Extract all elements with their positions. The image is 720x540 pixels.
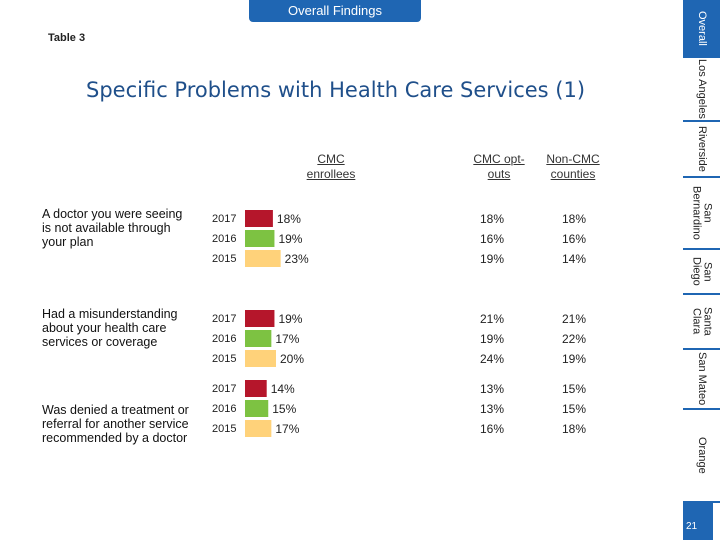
county-sidebar: Overall Los Angeles Riverside San Bernardin… xyxy=(683,0,720,540)
cmc-value-label: 20% xyxy=(280,352,305,366)
optout-value: 19% xyxy=(480,252,505,266)
optout-value: 16% xyxy=(480,422,505,436)
page-title: Specific Problems with Health Care Servi… xyxy=(86,78,586,102)
year-label: 2015 xyxy=(212,353,237,365)
sidebar-item-label: Orange xyxy=(696,437,708,474)
noncmc-value: 21% xyxy=(562,312,587,326)
bar-2016 xyxy=(245,230,275,247)
bar-2017 xyxy=(245,380,267,397)
sidebar-item-overall[interactable]: Overall xyxy=(683,0,720,58)
cmc-value-label: 23% xyxy=(284,252,309,266)
sidebar-item-label: Los Angeles xyxy=(696,59,708,119)
bar-2015 xyxy=(245,350,276,367)
sidebar-item-label: Santa Clara xyxy=(690,307,714,336)
noncmc-value: 14% xyxy=(562,252,587,266)
column-header-cmc: CMC enrollees xyxy=(306,152,356,181)
year-label: 2017 xyxy=(212,213,237,225)
column-header-optout: CMC opt-outs xyxy=(473,152,525,181)
optout-value: 24% xyxy=(480,352,505,366)
cmc-value-label: 15% xyxy=(272,402,297,416)
column-header-noncmc: Non-CMC counties xyxy=(546,152,600,181)
noncmc-value: 15% xyxy=(562,402,587,416)
sidebar-item-santa-clara[interactable]: Santa Clara xyxy=(683,295,720,350)
question-label: Had a misunderstanding about your health… xyxy=(42,307,178,349)
sidebar-footer xyxy=(683,503,713,540)
question-label: Was denied a treatment or referral for a… xyxy=(42,403,189,445)
table-label: Table 3 xyxy=(48,32,86,44)
noncmc-value: 15% xyxy=(562,382,587,396)
cmc-value-label: 19% xyxy=(278,232,303,246)
sidebar-item-san-bernardino[interactable]: San Bernardino xyxy=(683,178,720,250)
question-label: A doctor you were seeing is not availabl… xyxy=(42,207,183,249)
cmc-value-label: 19% xyxy=(278,312,303,326)
cmc-value-label: 17% xyxy=(275,422,300,436)
sidebar-item-san-mateo[interactable]: San Mateo xyxy=(683,350,720,410)
noncmc-value: 22% xyxy=(562,332,587,346)
sidebar-item-label: Riverside xyxy=(696,126,708,172)
bar-2016 xyxy=(245,400,269,417)
bar-2015 xyxy=(245,250,281,267)
page-number: 21 xyxy=(686,521,698,532)
sidebar-item-orange[interactable]: Orange xyxy=(683,410,720,503)
noncmc-value: 18% xyxy=(562,422,587,436)
cmc-value-label: 14% xyxy=(270,382,295,396)
year-label: 2015 xyxy=(212,423,237,435)
sidebar-item-label: San Diego xyxy=(690,257,714,286)
noncmc-value: 19% xyxy=(562,352,587,366)
optout-value: 13% xyxy=(480,402,505,416)
optout-value: 19% xyxy=(480,332,505,346)
optout-value: 16% xyxy=(480,232,505,246)
overall-findings-tab[interactable]: Overall Findings xyxy=(249,0,421,22)
year-label: 2016 xyxy=(212,333,237,345)
year-label: 2016 xyxy=(212,403,237,415)
year-label: 2015 xyxy=(212,253,237,265)
year-label: 2017 xyxy=(212,313,237,325)
sidebar-item-los-angeles[interactable]: Los Angeles xyxy=(683,58,720,122)
sidebar-item-label: Overall xyxy=(696,10,708,46)
bar-2016 xyxy=(245,330,272,347)
bar-2017 xyxy=(245,310,275,327)
sidebar-item-riverside[interactable]: Riverside xyxy=(683,122,720,178)
year-label: 2017 xyxy=(212,383,237,395)
noncmc-value: 16% xyxy=(562,232,587,246)
sidebar-item-label: San Bernardino xyxy=(690,186,714,240)
optout-value: 13% xyxy=(480,382,505,396)
cmc-value-label: 18% xyxy=(276,212,301,226)
year-label: 2016 xyxy=(212,233,237,245)
noncmc-value: 18% xyxy=(562,212,587,226)
sidebar-item-label: San Mateo xyxy=(696,352,708,406)
optout-value: 21% xyxy=(480,312,505,326)
optout-value: 18% xyxy=(480,212,505,226)
bar-2017 xyxy=(245,210,273,227)
cmc-value-label: 17% xyxy=(275,332,300,346)
bar-2015 xyxy=(245,420,272,437)
sidebar-item-san-diego[interactable]: San Diego xyxy=(683,250,720,295)
